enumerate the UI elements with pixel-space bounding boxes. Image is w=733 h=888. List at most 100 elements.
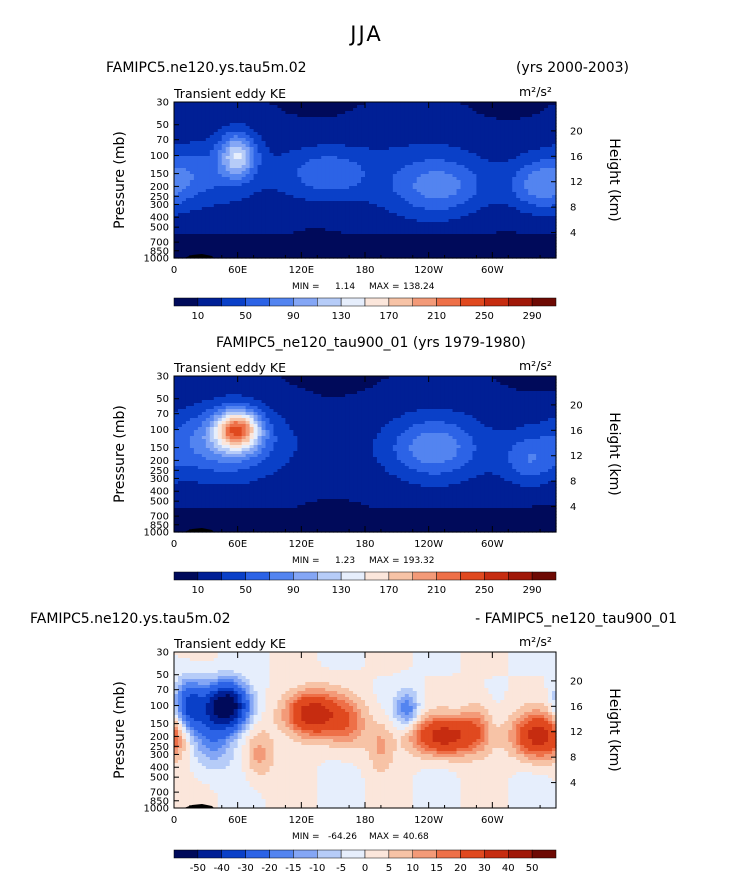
contour-cell xyxy=(213,123,219,127)
contour-cell xyxy=(197,141,203,145)
contour-cell xyxy=(540,114,545,118)
contour-cell xyxy=(345,111,350,115)
contour-cell xyxy=(174,156,179,160)
contour-cell xyxy=(404,201,410,205)
contour-cell xyxy=(408,168,414,172)
contour-cell xyxy=(349,132,354,136)
contour-cell xyxy=(309,129,314,133)
contour-cell xyxy=(293,111,298,115)
contour-cell xyxy=(337,192,342,196)
contour-cell xyxy=(516,171,521,175)
contour-cell xyxy=(289,183,294,187)
contour-cell xyxy=(174,201,179,205)
contour-cell xyxy=(329,114,334,118)
contour-cell xyxy=(444,201,450,205)
contour-cell xyxy=(349,174,354,178)
contour-cell xyxy=(552,132,557,136)
contour-cell xyxy=(388,120,394,124)
contour-cell xyxy=(217,144,223,148)
contour-cell xyxy=(476,192,481,196)
contour-cell xyxy=(281,168,287,172)
contour-cell xyxy=(528,141,533,145)
contour-cell xyxy=(516,174,521,178)
contour-cell xyxy=(492,138,497,142)
contour-cell xyxy=(273,129,279,133)
contour-cell xyxy=(384,102,390,106)
contour-cell xyxy=(488,123,493,127)
contour-cell xyxy=(177,114,183,118)
contour-cell xyxy=(213,129,219,133)
contour-cell xyxy=(229,108,235,112)
contour-cell xyxy=(181,141,187,145)
contour-cell xyxy=(548,120,553,124)
contour-cell xyxy=(440,150,446,154)
contour-cell xyxy=(416,144,422,148)
contour-cell xyxy=(512,111,517,115)
contour-cell xyxy=(329,162,334,166)
contour-cell xyxy=(504,135,509,139)
contour-cell xyxy=(277,183,283,187)
contour-cell xyxy=(225,141,231,145)
contour-cell xyxy=(552,189,557,193)
contour-cell xyxy=(460,123,466,127)
contour-cell xyxy=(229,171,235,175)
contour-cell xyxy=(380,171,386,175)
contour-cell xyxy=(265,183,271,187)
contour-cell xyxy=(213,147,219,151)
contour-cell xyxy=(293,132,298,136)
contour-cell xyxy=(273,135,279,139)
contour-cell xyxy=(540,108,545,112)
contour-cell xyxy=(488,111,493,115)
contour-cell xyxy=(181,168,187,172)
contour-cell xyxy=(372,153,378,157)
contour-cell xyxy=(416,168,422,172)
contour-cell xyxy=(289,180,294,184)
contour-cell xyxy=(225,162,231,166)
contour-cell xyxy=(480,198,485,202)
contour-cell xyxy=(404,171,410,175)
contour-cell xyxy=(257,174,263,178)
contour-cell xyxy=(552,171,557,175)
contour-cell xyxy=(261,144,267,148)
contour-cell xyxy=(361,168,366,172)
contour-cell xyxy=(424,126,430,130)
contour-cell xyxy=(512,159,517,163)
contour-cell xyxy=(464,138,470,142)
contour-cell xyxy=(384,156,390,160)
contour-cell xyxy=(209,126,215,130)
contour-cell xyxy=(233,180,239,184)
contour-cell xyxy=(189,189,195,193)
contour-cell xyxy=(174,135,179,139)
contour-cell xyxy=(536,156,541,160)
contour-cell xyxy=(432,162,438,166)
contour-cell xyxy=(396,159,402,163)
contour-cell xyxy=(552,138,557,142)
contour-cell xyxy=(241,198,247,202)
contour-cell xyxy=(285,174,290,178)
contour-cell xyxy=(341,132,346,136)
contour-cell xyxy=(241,102,247,106)
contour-cell xyxy=(249,129,255,133)
contour-cell xyxy=(317,138,322,142)
contour-cell xyxy=(484,105,489,109)
contour-cell xyxy=(201,129,207,133)
contour-cell xyxy=(205,150,211,154)
contour-cell xyxy=(420,198,426,202)
contour-cell xyxy=(353,129,358,133)
contour-cell xyxy=(181,186,187,190)
contour-cell xyxy=(408,102,414,106)
contour-cell xyxy=(357,132,362,136)
contour-cell xyxy=(460,195,466,199)
contour-cell xyxy=(444,195,450,199)
contour-cell xyxy=(209,198,215,202)
contour-cell xyxy=(265,117,271,121)
contour-cell xyxy=(516,114,521,118)
contour-cell xyxy=(269,156,275,160)
contour-cell xyxy=(265,120,271,124)
contour-cell xyxy=(229,141,235,145)
contour-cell xyxy=(408,135,414,139)
contour-cell xyxy=(424,108,430,112)
contour-cell xyxy=(185,171,191,175)
contour-cell xyxy=(185,144,191,148)
contour-cell xyxy=(201,186,207,190)
